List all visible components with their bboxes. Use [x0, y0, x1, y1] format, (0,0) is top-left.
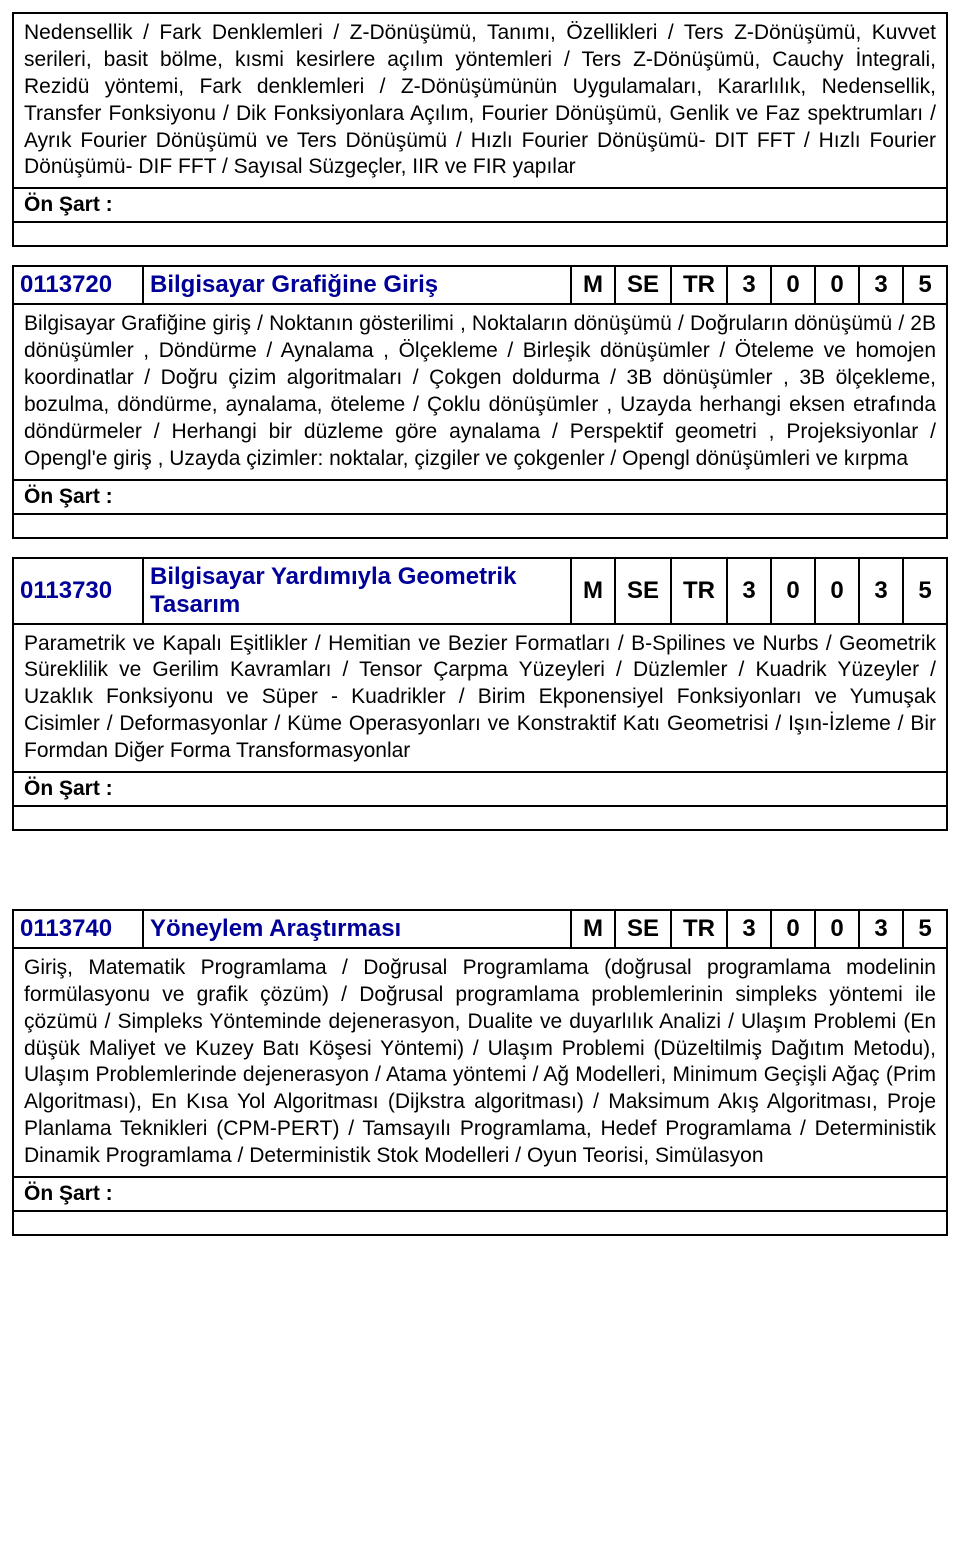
- course-code: 0113720: [13, 266, 143, 304]
- course-catalog: Nedensellik / Fark Denklemleri / Z-Dönüş…: [12, 12, 948, 1236]
- prereq-row: Ön Şart :: [13, 188, 947, 222]
- prereq-blank-row: [13, 514, 947, 538]
- course-header-row: 0113740Yöneylem AraştırmasıMSETR30035: [13, 910, 947, 948]
- course-code: 0113740: [13, 910, 143, 948]
- course-title: Bilgisayar Grafiğine Giriş: [143, 266, 571, 304]
- course-meta-cell: TR: [671, 558, 727, 624]
- prereq-blank-row: [13, 1211, 947, 1235]
- course-meta-cell: 0: [771, 558, 815, 624]
- prereq-blank: [13, 222, 947, 246]
- course-table: 0113740Yöneylem AraştırmasıMSETR30035Gir…: [12, 909, 948, 1236]
- course-table: Nedensellik / Fark Denklemleri / Z-Dönüş…: [12, 12, 948, 247]
- course-meta-cell: 5: [903, 266, 947, 304]
- course-description: Giriş, Matematik Programlama / Doğrusal …: [13, 948, 947, 1177]
- prereq-label: Ön Şart :: [13, 1177, 947, 1211]
- course-description: Nedensellik / Fark Denklemleri / Z-Dönüş…: [13, 13, 947, 188]
- course-meta-cell: 0: [771, 266, 815, 304]
- course-meta-cell: M: [571, 910, 615, 948]
- course-meta-cell: 5: [903, 558, 947, 624]
- course-description-row: Parametrik ve Kapalı Eşitlikler / Hemiti…: [13, 624, 947, 772]
- course-meta-cell: SE: [615, 266, 671, 304]
- prereq-row: Ön Şart :: [13, 1177, 947, 1211]
- course-meta-cell: M: [571, 558, 615, 624]
- course-description-row: Nedensellik / Fark Denklemleri / Z-Dönüş…: [13, 13, 947, 188]
- course-meta-cell: 3: [859, 910, 903, 948]
- course-meta-cell: 0: [815, 910, 859, 948]
- course-table: 0113720Bilgisayar Grafiğine GirişMSETR30…: [12, 265, 948, 538]
- course-meta-cell: TR: [671, 266, 727, 304]
- course-meta-cell: SE: [615, 558, 671, 624]
- prereq-row: Ön Şart :: [13, 772, 947, 806]
- prereq-blank: [13, 514, 947, 538]
- course-description-row: Bilgisayar Grafiğine giriş / Noktanın gö…: [13, 304, 947, 479]
- course-meta-cell: 3: [859, 558, 903, 624]
- course-meta-cell: TR: [671, 910, 727, 948]
- prereq-label: Ön Şart :: [13, 772, 947, 806]
- course-meta-cell: 0: [815, 266, 859, 304]
- course-header-row: 0113720Bilgisayar Grafiğine GirişMSETR30…: [13, 266, 947, 304]
- course-code: 0113730: [13, 558, 143, 624]
- prereq-blank-row: [13, 806, 947, 830]
- course-meta-cell: 0: [815, 558, 859, 624]
- prereq-row: Ön Şart :: [13, 480, 947, 514]
- prereq-blank: [13, 806, 947, 830]
- prereq-blank: [13, 1211, 947, 1235]
- course-description-row: Giriş, Matematik Programlama / Doğrusal …: [13, 948, 947, 1177]
- course-meta-cell: 3: [727, 558, 771, 624]
- course-meta-cell: M: [571, 266, 615, 304]
- course-meta-cell: 3: [727, 266, 771, 304]
- course-meta-cell: 3: [859, 266, 903, 304]
- course-meta-cell: 5: [903, 910, 947, 948]
- course-table: 0113730Bilgisayar Yardımıyla Geometrik T…: [12, 557, 948, 831]
- prereq-blank-row: [13, 222, 947, 246]
- course-title: Yöneylem Araştırması: [143, 910, 571, 948]
- section-gap: [12, 849, 948, 909]
- prereq-label: Ön Şart :: [13, 480, 947, 514]
- course-meta-cell: 0: [771, 910, 815, 948]
- prereq-label: Ön Şart :: [13, 188, 947, 222]
- course-description: Bilgisayar Grafiğine giriş / Noktanın gö…: [13, 304, 947, 479]
- course-header-row: 0113730Bilgisayar Yardımıyla Geometrik T…: [13, 558, 947, 624]
- course-meta-cell: 3: [727, 910, 771, 948]
- course-title: Bilgisayar Yardımıyla Geometrik Tasarım: [143, 558, 571, 624]
- course-description: Parametrik ve Kapalı Eşitlikler / Hemiti…: [13, 624, 947, 772]
- course-meta-cell: SE: [615, 910, 671, 948]
